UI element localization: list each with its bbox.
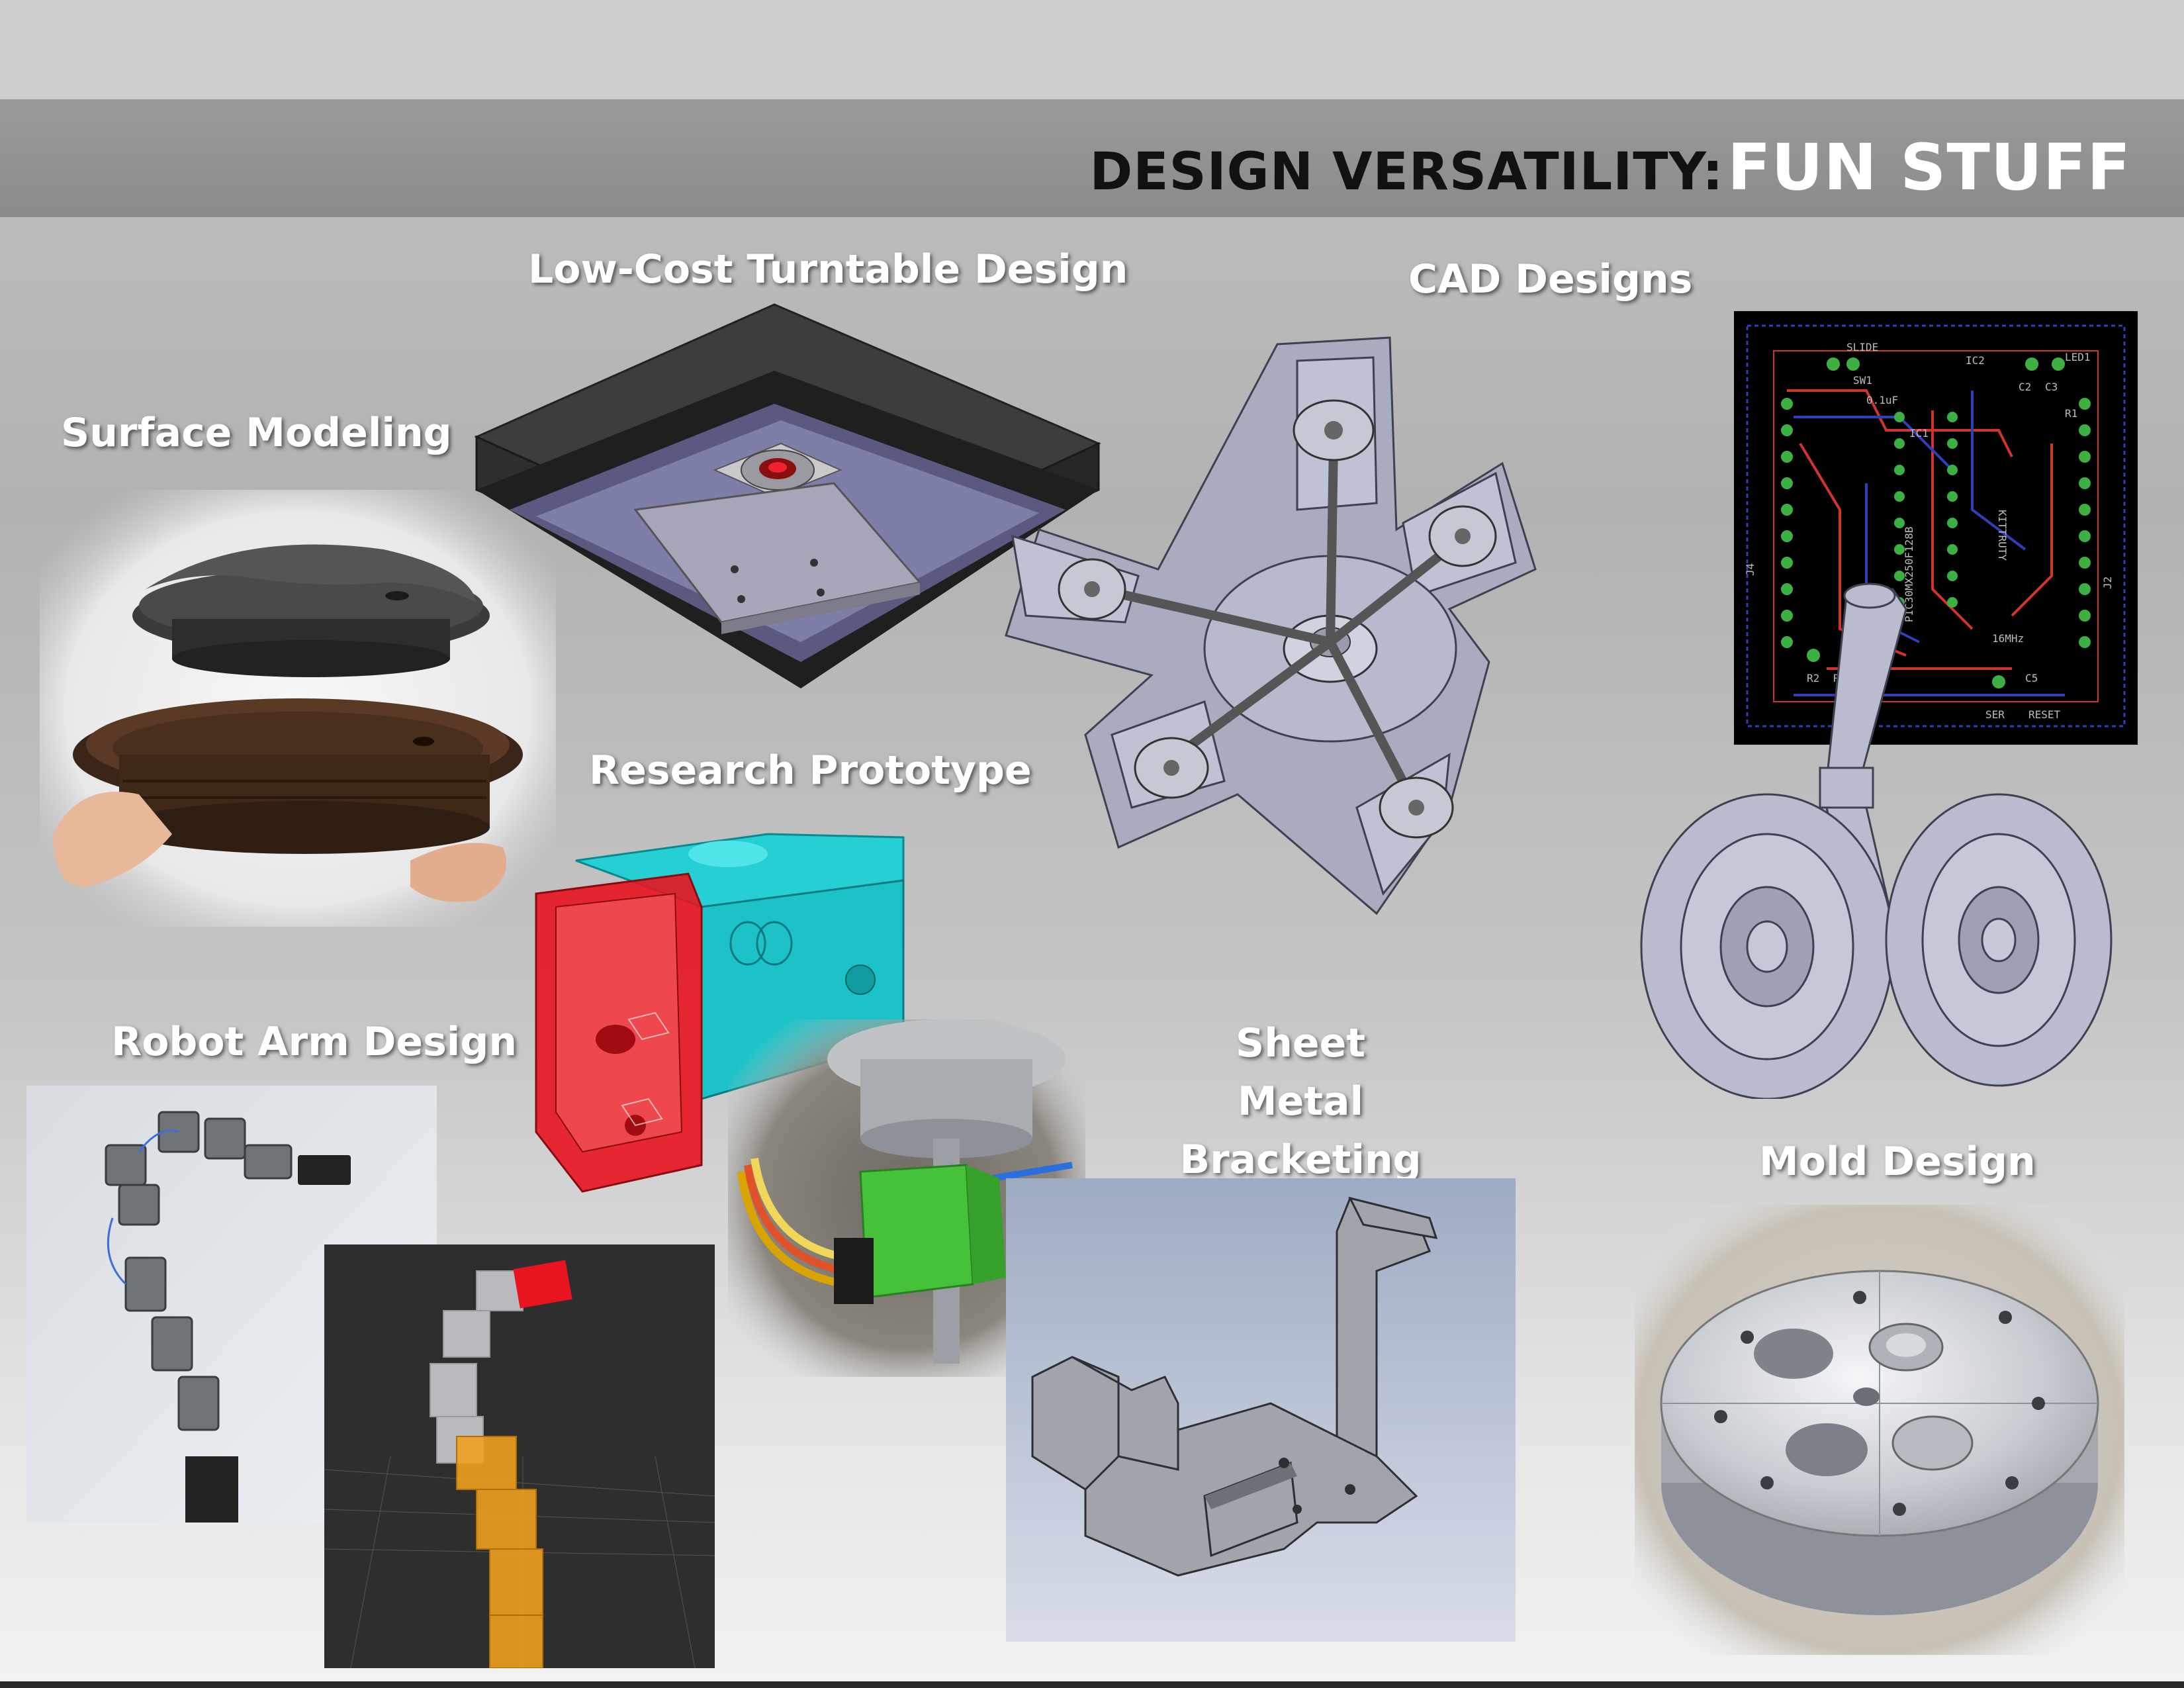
pcb-label: SW1: [1853, 374, 1872, 387]
pcb-layout-image: SLIDE SW1 0.1uF IC2 LED1 C2 C3 R1 IC1 PI…: [1734, 311, 2138, 745]
label-surface: Surface Modeling: [61, 410, 452, 456]
pcb-label: KITTRUTY: [1996, 510, 2009, 561]
landing-gear-image: [1628, 583, 2144, 1099]
top-band: [0, 0, 2184, 99]
pcb-label: 0.1uF: [1866, 394, 1898, 406]
pcb-label: PIC30MX250F128B: [1903, 527, 1915, 623]
title-bar: [0, 99, 2184, 217]
cad-engine-image: [986, 331, 1747, 966]
robot-arm-sim-image: [324, 1244, 715, 1668]
pcb-label: R1: [2065, 407, 2077, 420]
pcb-label: C5: [2025, 672, 2038, 684]
pcb-label: RESET: [2028, 708, 2061, 721]
pcb-label: SER: [1985, 708, 2005, 721]
title-main: FUN STUFF: [1727, 130, 2131, 205]
sheet-metal-image: [1006, 1178, 1516, 1642]
mold-design-image: [1635, 1205, 2124, 1655]
pcb-label: J4: [1744, 563, 1756, 576]
pcb-label: 16MHz: [1992, 632, 2024, 645]
label-research: Research Prototype: [589, 747, 1032, 794]
surface-model-image: [40, 490, 556, 927]
turntable-image: [470, 291, 1105, 728]
pcb-label: LED1: [2065, 351, 2091, 363]
pcb-label: SLIDE: [1846, 341, 1878, 353]
pcb-label: R2: [1807, 672, 1819, 684]
pcb-label: C3: [2045, 381, 2058, 393]
pcb-label: IC2: [1966, 354, 1985, 367]
bottom-rule: [0, 1681, 2184, 1688]
page-title: DESIGN VERSATILITY: FUN STUFF: [1089, 136, 2131, 199]
label-turntable: Low-Cost Turntable Design: [528, 246, 1128, 293]
label-mold: Mold Design: [1759, 1139, 2036, 1185]
label-sheet-metal: Sheet Metal Bracketing: [1179, 1020, 1422, 1183]
label-robot: Robot Arm Design: [111, 1019, 518, 1065]
label-cad: CAD Designs: [1408, 256, 1693, 303]
title-prefix: DESIGN VERSATILITY:: [1089, 142, 1724, 202]
pcb-label: C2: [2019, 381, 2031, 393]
pcb-label: IC1: [1909, 427, 1929, 440]
pcb-label: J2: [2101, 577, 2114, 589]
